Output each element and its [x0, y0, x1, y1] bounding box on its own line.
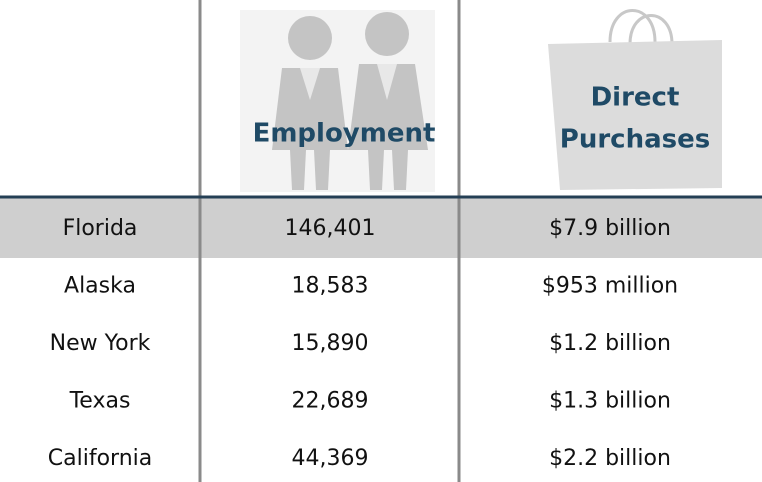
purchases-cell: $1.3 billion: [549, 389, 671, 414]
state-cell: Texas: [69, 389, 131, 414]
purchases-header: Purchases: [560, 125, 710, 155]
purchases-cell: $7.9 billion: [549, 216, 671, 241]
state-cell: Florida: [63, 216, 138, 241]
purchases-cell: $953 million: [542, 274, 678, 299]
employment-cell: 146,401: [285, 216, 376, 241]
state-cell: Alaska: [64, 274, 136, 299]
bag-icon: [548, 9, 722, 190]
employment-cell: 44,369: [292, 446, 369, 471]
people-icon: [240, 10, 435, 192]
purchases-cell: $1.2 billion: [549, 331, 671, 356]
purchases-header: Direct: [591, 83, 680, 113]
highlight-row: [0, 198, 762, 258]
state-cell: New York: [50, 331, 151, 356]
employment-cell: 22,689: [292, 389, 369, 414]
employment-header: Employment: [253, 119, 436, 149]
employment-cell: 15,890: [292, 331, 369, 356]
purchases-cell: $2.2 billion: [549, 446, 671, 471]
state-cell: California: [48, 446, 152, 471]
employment-cell: 18,583: [292, 274, 369, 299]
